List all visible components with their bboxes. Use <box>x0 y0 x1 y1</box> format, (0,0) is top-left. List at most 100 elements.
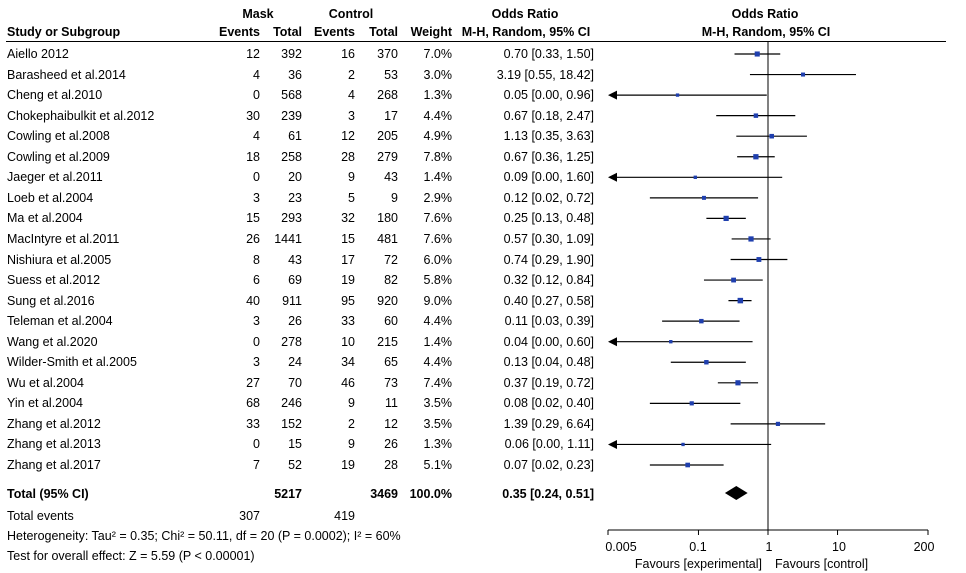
study-name: Wang et al.2020 <box>7 334 98 349</box>
point-estimate-marker <box>699 318 704 324</box>
point-estimate-marker <box>753 154 759 160</box>
study-name: Zhang et al.2017 <box>7 458 101 472</box>
study-weight: 7.8% <box>423 149 453 164</box>
study-name: Chokephaibulkit et al.2012 <box>7 108 155 123</box>
mask-total: 70 <box>288 375 302 390</box>
point-estimate-marker <box>754 51 760 57</box>
control-events: 9 <box>348 437 355 452</box>
control-total-value: 3469 <box>370 487 398 501</box>
study-weight: 4.4% <box>423 108 453 123</box>
control-events: 5 <box>348 190 355 205</box>
control-total: 180 <box>377 211 398 226</box>
control-total: 26 <box>384 437 398 452</box>
mask-total: 24 <box>288 355 302 370</box>
study-ci: 0.04 [0.00, 0.60] <box>503 334 594 349</box>
point-estimate-marker <box>737 297 744 304</box>
study-ci: 1.39 [0.29, 6.64] <box>503 416 594 431</box>
tick-label-1: 1 <box>765 540 773 554</box>
mask-total: 239 <box>281 108 302 123</box>
mask-group-header: Mask <box>242 7 274 21</box>
mask-events: 4 <box>253 129 260 144</box>
mask-total: 26 <box>288 314 302 329</box>
point-estimate-marker <box>731 277 736 283</box>
study-ci: 0.74 [0.29, 1.90] <box>503 252 594 267</box>
study-name: Zhang et al.2012 <box>7 416 101 431</box>
favours-control-label: Favours [control] <box>775 557 869 571</box>
control-events: 46 <box>341 375 355 390</box>
control-total: 370 <box>377 47 398 61</box>
total-events-label: Total events <box>7 509 74 523</box>
mask-events: 0 <box>253 170 260 185</box>
control-total: 17 <box>384 108 398 123</box>
mask-events: 30 <box>246 108 260 123</box>
mask-events: 15 <box>246 211 260 226</box>
mask-events: 27 <box>246 375 260 390</box>
point-estimate-marker <box>704 360 709 365</box>
study-ci: 0.70 [0.33, 1.50] <box>503 47 594 61</box>
control-events: 15 <box>341 231 355 246</box>
mask-total: 911 <box>282 293 302 308</box>
ci-arrow-left <box>608 90 617 100</box>
mask-total: 52 <box>288 458 302 472</box>
control-events: 19 <box>341 458 355 472</box>
study-weight: 3.5% <box>423 396 453 411</box>
study-name: Sung et al.2016 <box>7 293 95 308</box>
mask-total: 246 <box>281 396 302 411</box>
point-estimate-marker <box>669 340 673 344</box>
control-total: 215 <box>377 334 398 349</box>
point-estimate-marker <box>769 133 774 139</box>
control-total: 920 <box>377 293 398 308</box>
control-total: 82 <box>384 273 398 288</box>
mask-events: 12 <box>246 47 260 61</box>
study-name: MacIntyre et al.2011 <box>7 231 120 246</box>
study-weight: 1.4% <box>423 334 453 349</box>
mask-total: 15 <box>288 437 302 452</box>
study-name: Aiello 2012 <box>7 47 69 61</box>
study-name: Cowling et al.2008 <box>7 129 110 144</box>
mask-total-header: Total <box>273 25 302 39</box>
control-events-header: Events <box>314 25 355 39</box>
study-weight: 7.6% <box>423 211 453 226</box>
point-estimate-marker <box>748 236 754 242</box>
study-ci: 0.37 [0.19, 0.72] <box>503 375 594 390</box>
control-total: 279 <box>377 149 398 164</box>
study-ci: 1.13 [0.35, 3.63] <box>503 129 594 144</box>
control-total: 53 <box>384 67 398 82</box>
control-events: 12 <box>341 129 355 144</box>
mask-total: 152 <box>281 416 302 431</box>
mask-events: 33 <box>246 416 260 431</box>
study-name: Ma et al.2004 <box>7 211 83 226</box>
study-name: Wilder-Smith et al.2005 <box>7 355 137 370</box>
mask-total: 568 <box>281 88 302 103</box>
overall-effect-text: Test for overall effect: Z = 5.59 (P < 0… <box>7 549 255 563</box>
odds-ratio-column-header: Odds Ratio <box>491 7 559 21</box>
study-name: Cowling et al.2009 <box>7 149 110 164</box>
favours-experimental-label: Favours [experimental] <box>634 557 762 571</box>
control-total: 28 <box>384 458 398 472</box>
point-estimate-marker <box>675 93 680 97</box>
study-weight: 1.3% <box>423 88 453 103</box>
mask-events: 3 <box>253 190 260 205</box>
mask-events: 8 <box>253 252 260 267</box>
control-events: 28 <box>341 149 355 164</box>
mask-events: 3 <box>253 314 260 329</box>
study-name: Nishiura et al.2005 <box>7 252 112 267</box>
mask-events: 18 <box>246 149 260 164</box>
total-weight: 100.0% <box>409 487 452 501</box>
study-ci: 0.57 [0.30, 1.09] <box>503 231 594 246</box>
control-events: 33 <box>341 314 355 329</box>
study-weight: 1.3% <box>423 437 453 452</box>
point-estimate-marker <box>775 421 781 426</box>
ci-arrow-left <box>608 439 617 449</box>
control-total: 481 <box>377 231 398 246</box>
study-ci: 3.19 [0.55, 18.42] <box>496 67 594 82</box>
point-estimate-marker <box>756 257 762 262</box>
control-events: 16 <box>341 47 355 61</box>
control-total: 12 <box>384 416 398 431</box>
method-column-header: M-H, Random, 95% CI <box>461 25 591 39</box>
mask-events: 0 <box>253 88 260 103</box>
study-weight: 5.8% <box>423 273 453 288</box>
method-plot-header: M-H, Random, 95% CI <box>701 25 831 39</box>
study-weight: 7.0% <box>423 47 453 61</box>
study-weight: 4.4% <box>423 314 453 329</box>
